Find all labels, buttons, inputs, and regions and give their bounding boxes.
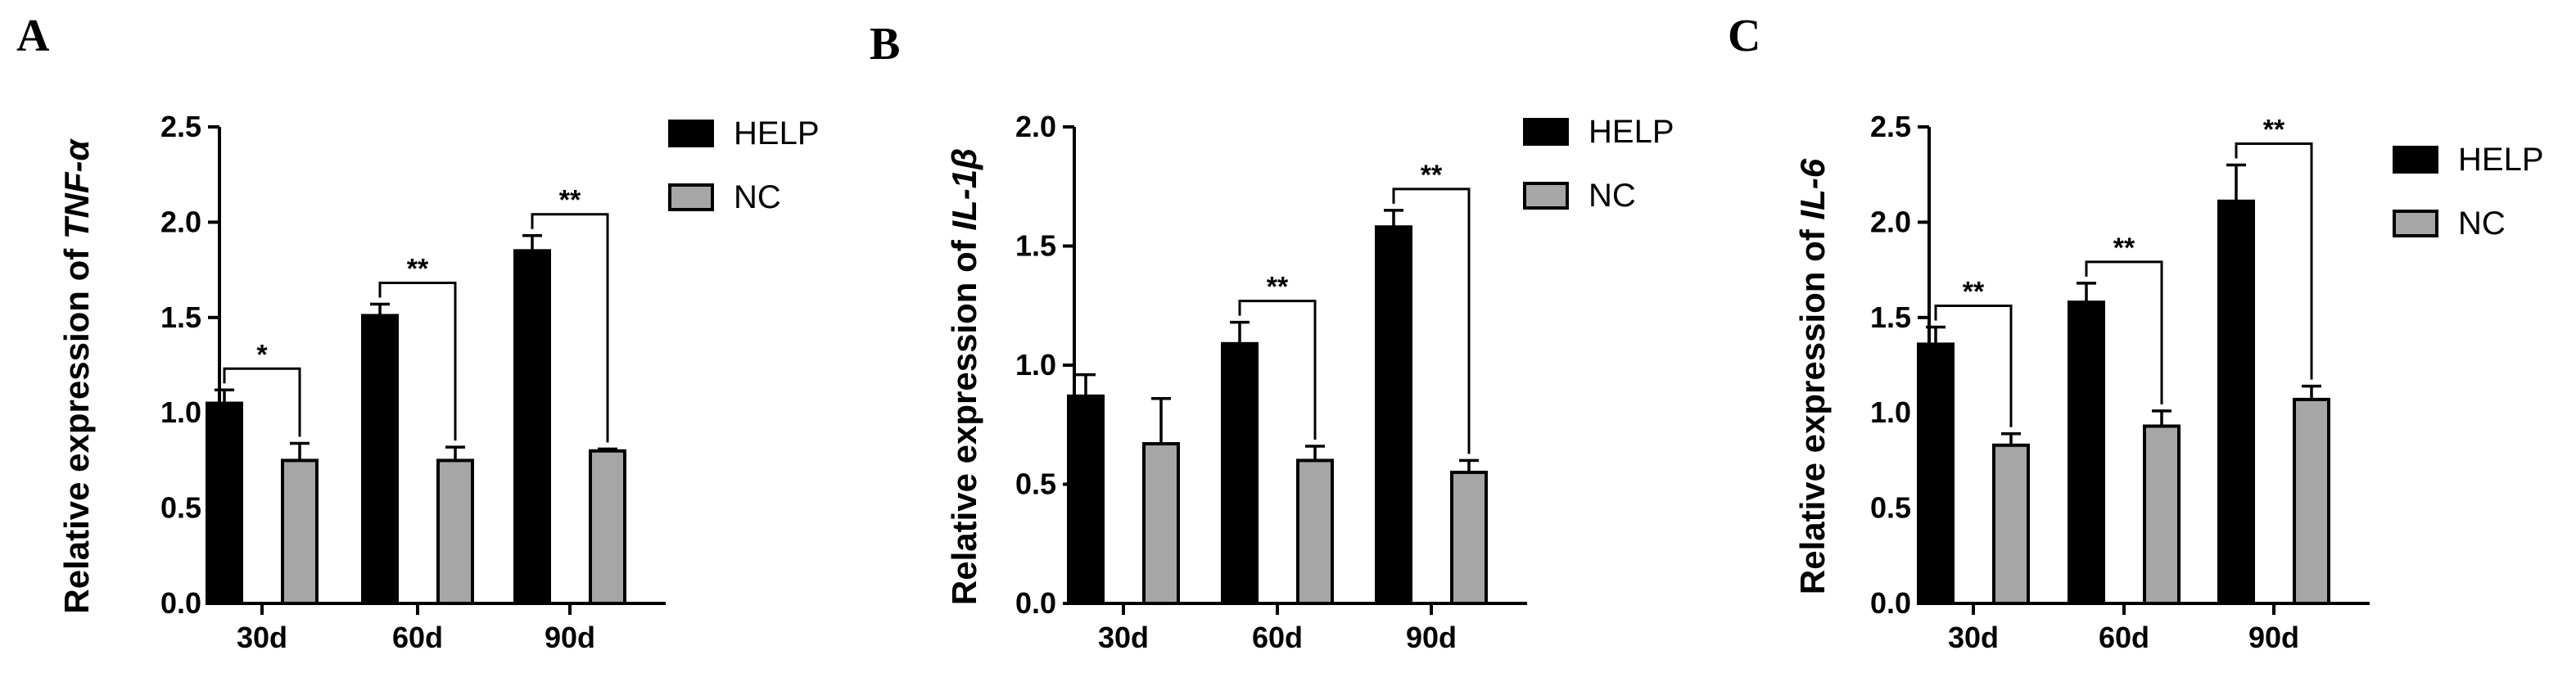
y-tick-label: 1.0 [1015,348,1056,382]
y-tick-label: 0.0 [1870,586,1911,620]
significance-label: ** [2113,233,2135,264]
legend-swatch-help [1523,118,1569,146]
significance-label: ** [1267,272,1289,303]
significance-bracket [2235,142,2313,380]
legend-swatch-help [668,120,714,147]
panel-letter: A [16,11,50,61]
legend-label-help: HELP [734,115,820,151]
bar-help-90d [1375,225,1412,605]
significance-label: ** [1963,276,1985,307]
bar-nc-60d [436,458,474,606]
bar-nc-30d [1992,443,2030,605]
x-tick-label: 30d [1098,621,1149,654]
y-tick-label: 0.5 [160,491,201,525]
y-axis-label: Relative expression of TNF-α [57,138,96,613]
bar-help-30d [1917,342,1955,605]
y-tick-label: 2.0 [1015,110,1056,143]
y-axis-label-gene: TNF-α [57,138,96,239]
legend-label-nc: NC [1589,178,1636,214]
bar-help-30d [1067,394,1105,605]
significance-bracket [1392,187,1471,454]
y-tick-label: 0.0 [1015,586,1056,620]
significance-label: ** [1421,160,1443,191]
y-tick-label: 2.0 [160,205,201,238]
y-tick-label: 1.0 [160,395,201,429]
bar-nc-30d [281,458,319,606]
x-tick-label: 60d [2099,621,2149,654]
y-axis-label: Relative expression of IL-6 [1793,158,1832,594]
significance-bracket [531,213,609,443]
significance-label: ** [559,185,581,216]
y-tick-label: 1.5 [160,300,201,334]
legend-label-help: HELP [2458,142,2544,178]
y-tick-label: 1.5 [1870,300,1911,334]
y-tick-label: 1.5 [1015,229,1056,263]
x-tick-label: 30d [237,621,287,654]
y-tick-label: 2.5 [1870,110,1911,143]
significance-bracket [2085,260,2163,404]
legend-label-nc: NC [734,179,781,215]
legend-label-help: HELP [1589,114,1674,150]
legend-swatch-help [2393,146,2438,174]
y-axis-label-gene: IL-1β [945,148,983,231]
x-tick-label: 90d [1406,621,1457,654]
bar-help-90d [2217,199,2255,606]
chart-panel-c: C Relative expression of IL-6 0.0 0.5 1.0 1.5… [1728,11,2544,654]
x-tick-label: 60d [392,621,443,654]
bar-nc-90d [2293,397,2330,605]
significance-bracket [1238,300,1317,440]
y-tick-label: 0.0 [160,586,201,620]
bar-nc-30d [1142,442,1180,606]
y-tick-label: 2.5 [160,110,201,143]
y-axis-label-prefix: Relative expression of [1793,220,1832,595]
y-axis-label-gene: IL-6 [1793,158,1832,219]
legend-swatch-nc [2393,210,2438,237]
bar-help-60d [1221,341,1259,605]
x-tick-label: 90d [545,621,595,654]
bar-nc-90d [589,449,626,606]
legend-swatch-nc [1523,182,1569,210]
significance-label: ** [407,254,429,285]
legend-label-nc: NC [2458,206,2506,242]
y-tick-label: 0.5 [1015,467,1056,501]
chart-panel-b: B Relative expression of IL-1β 0.0 0.5 1.0 1.… [870,19,1674,654]
legend-swatch-nc [668,183,714,211]
x-tick-label: 30d [1948,621,1999,654]
significance-label: ** [2263,115,2285,146]
y-tick-label: 1.0 [1870,395,1911,429]
significance-label: * [256,339,268,370]
bar-nc-90d [1450,470,1488,606]
significance-bracket [223,367,301,437]
x-tick-label: 90d [2248,621,2299,654]
bar-help-90d [513,249,551,605]
chart-panel-a: A Relative expression of TNF-α 0.0 0.5 1.0 1.… [16,11,820,654]
y-tick-label: 0.5 [1870,491,1911,525]
bar-help-60d [2068,300,2105,605]
bar-help-30d [206,401,243,605]
bar-nc-60d [1296,458,1334,606]
bar-nc-60d [2143,424,2181,605]
y-axis-label-prefix: Relative expression of [57,239,96,614]
significance-bracket [378,282,457,441]
y-axis-label-prefix: Relative expression of [945,231,983,606]
y-axis-label: Relative expression of IL-1β [945,148,983,605]
panel-letter: B [870,19,900,70]
significance-bracket [1934,304,2013,427]
x-tick-label: 60d [1252,621,1303,654]
panel-letter: C [1728,11,1760,61]
y-tick-label: 2.0 [1870,205,1911,238]
bar-help-60d [361,314,399,605]
